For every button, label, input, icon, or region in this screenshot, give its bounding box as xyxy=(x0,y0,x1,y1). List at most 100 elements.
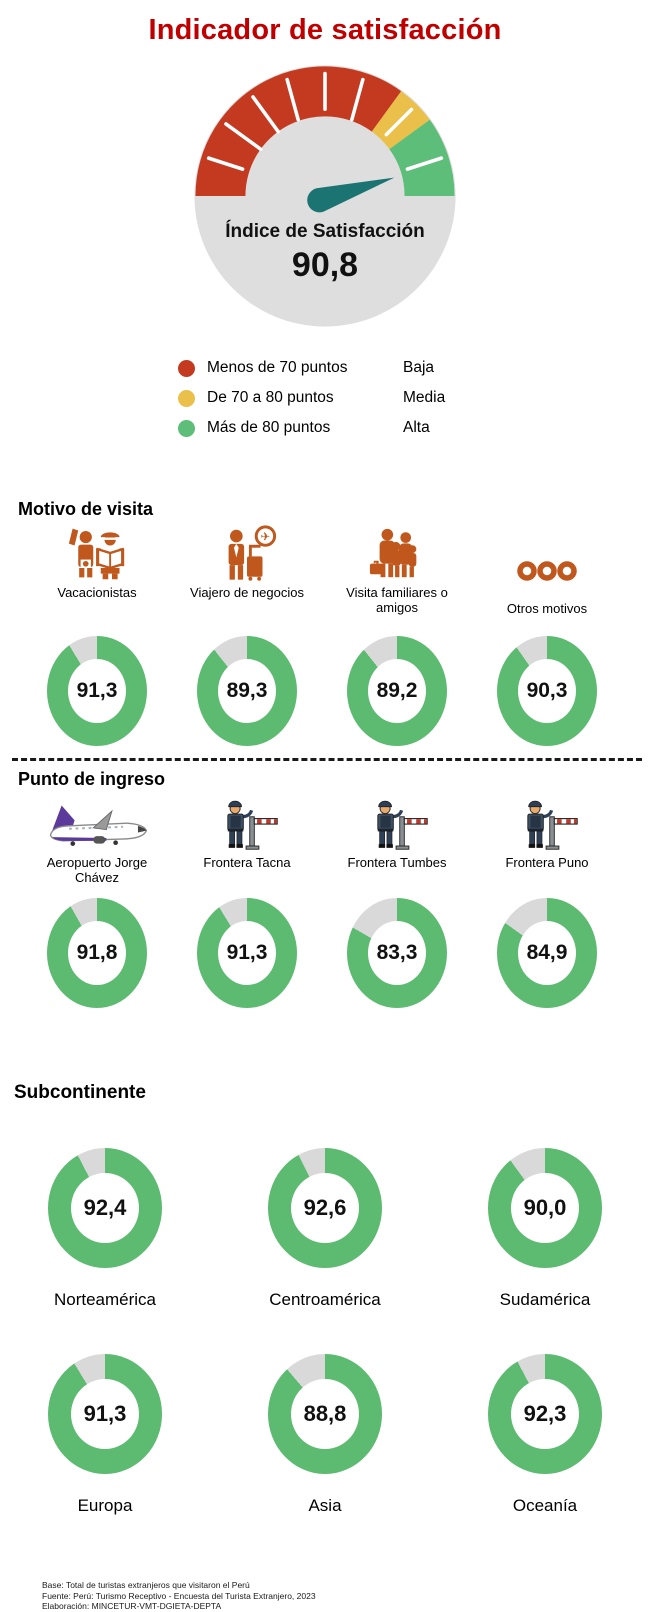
family-icon xyxy=(369,528,417,578)
subcontinente-label: Asia xyxy=(308,1496,342,1515)
punto-donuts-row: 91,8 91,3 83,3 84,9 xyxy=(22,896,622,1008)
punto-col-tacna: Frontera Tacna xyxy=(172,792,322,888)
sub-col-europa: 91,3 Europa xyxy=(22,1352,188,1516)
punto-icons-labels-row: Aeropuerto Jorge Chávez xyxy=(22,792,622,888)
donut-chart-negocios: 89,3 xyxy=(197,636,297,746)
donut-value: 91,8 xyxy=(76,941,118,964)
legend-row-low: Menos de 70 puntos Baja xyxy=(178,353,650,383)
legend-row-mid: De 70 a 80 puntos Media xyxy=(178,383,650,413)
gauge-legend: Menos de 70 puntos Baja De 70 a 80 punto… xyxy=(178,353,650,443)
punto-label: Frontera Tacna xyxy=(203,855,291,870)
donut-value: 88,8 xyxy=(303,1401,347,1426)
gauge-chart-svg xyxy=(194,65,456,327)
gauge-ticks xyxy=(206,71,444,171)
motivo-donuts-row: 91,3 89,3 89,2 90,3 xyxy=(22,634,622,746)
subcontinente-label: Oceanía xyxy=(512,1496,578,1515)
legend-level: Media xyxy=(403,389,446,406)
section-motivo-de-visita: Motivo de visita xyxy=(0,499,650,746)
sub-col-centroamerica: 92,6 Centroamérica xyxy=(242,1146,408,1310)
donut-chart-familiares: 89,2 xyxy=(347,636,447,746)
airplane-icon xyxy=(49,805,148,846)
punto-col-aeropuerto: Aeropuerto Jorge Chávez xyxy=(22,792,172,888)
sub-col-oceania: 92,3 Oceanía xyxy=(462,1352,628,1516)
donut-value: 84,9 xyxy=(526,941,568,964)
gauge-band-high xyxy=(389,119,455,196)
svg-text:✈: ✈ xyxy=(261,530,271,543)
donut-chart-otros: 90,3 xyxy=(497,636,597,746)
section-heading: Punto de ingreso xyxy=(18,769,166,789)
subcontinente-row-1: 92,4 Norteamérica 92,6 Centroamérica 90,… xyxy=(0,1146,650,1310)
donut-chart-asia: 88,8 xyxy=(268,1354,382,1474)
border-crossing-icon xyxy=(377,800,428,850)
punto-label: Frontera Puno xyxy=(505,855,589,870)
donut-chart-vacacionistas: 91,3 xyxy=(47,636,147,746)
source-footer: Base: Total de turistas extranjeros que … xyxy=(42,1580,650,1612)
donut-value: 91,3 xyxy=(76,679,118,702)
section-heading: Subcontinente xyxy=(14,1082,146,1103)
gauge-needle xyxy=(307,177,395,213)
donut-value: 90,0 xyxy=(523,1195,567,1220)
motivo-col-otros: Otros motivos xyxy=(472,522,622,634)
sub-col-asia: 88,8 Asia xyxy=(242,1352,408,1516)
punto-label: Aeropuerto Jorge Chávez xyxy=(46,855,148,885)
footer-elaboration-line: Elaboración: MINCETUR-VMT-DGIETA-DEPTA xyxy=(42,1601,222,1612)
gauge-label: Índice de Satisfacción xyxy=(225,221,425,242)
page-title: Indicador de satisfacción xyxy=(148,14,502,46)
motivo-label: Visita familiares o amigos xyxy=(346,585,448,615)
border-crossing-icon xyxy=(227,800,278,850)
donut-value: 92,3 xyxy=(523,1401,567,1426)
subcontinente-label: Europa xyxy=(77,1496,133,1515)
business-traveler-icon: ✈ xyxy=(228,525,277,581)
punto-col-puno: Frontera Puno xyxy=(472,792,622,888)
legend-range: Más de 80 puntos xyxy=(207,419,331,436)
section-subcontinente: Subcontinente 92,4 Norteamérica 92,6 Cen… xyxy=(0,1082,650,1516)
section-punto-de-ingreso: Punto de ingreso Aeropuerto Jorge Chávez xyxy=(0,769,650,1008)
punto-label: Frontera Tumbes xyxy=(347,855,447,870)
donut-chart-centroamerica: 92,6 xyxy=(268,1148,382,1268)
legend-row-high: Más de 80 puntos Alta xyxy=(178,413,650,443)
motivo-col-negocios: ✈ Viajero de negocios xyxy=(172,522,322,634)
footer-source-line: Fuente: Perú: Turismo Receptivo - Encues… xyxy=(42,1590,316,1601)
infographic-page: { "page_title": "Indicador de satisfacci… xyxy=(0,14,650,1612)
subcontinente-label: Norteamérica xyxy=(53,1290,157,1309)
donut-chart-puno: 84,9 xyxy=(497,898,597,1008)
legend-range: De 70 a 80 puntos xyxy=(207,389,334,406)
border-crossing-icon xyxy=(527,800,578,850)
legend-level: Alta xyxy=(403,419,430,436)
donut-chart-norteamerica: 92,4 xyxy=(48,1148,162,1268)
donut-value: 92,6 xyxy=(303,1195,347,1220)
three-rings-icon xyxy=(517,561,577,581)
gauge-band-low xyxy=(195,66,402,196)
donut-value: 92,4 xyxy=(83,1195,127,1220)
motivo-icons-labels-row: Vacacionistas xyxy=(22,522,622,634)
dashed-separator xyxy=(12,758,642,761)
donut-value: 89,2 xyxy=(376,679,418,702)
donut-chart-tacna: 91,3 xyxy=(197,898,297,1008)
subcontinente-label: Centroamérica xyxy=(269,1290,381,1309)
legend-range: Menos de 70 puntos xyxy=(207,359,348,376)
donut-value: 91,3 xyxy=(83,1401,127,1426)
motivo-label: Viajero de negocios xyxy=(190,585,304,600)
legend-level: Baja xyxy=(403,359,435,376)
motivo-label: Otros motivos xyxy=(506,601,588,616)
green-dot-icon xyxy=(178,419,195,437)
yellow-dot-icon xyxy=(178,389,195,407)
donut-chart-sudamerica: 90,0 xyxy=(488,1148,602,1268)
sub-col-sudamerica: 90,0 Sudamérica xyxy=(462,1146,628,1310)
motivo-col-familiares: Visita familiares o amigos xyxy=(322,522,472,634)
section-heading: Motivo de visita xyxy=(18,499,154,519)
donut-value: 90,3 xyxy=(526,679,568,702)
donut-chart-tumbes: 83,3 xyxy=(347,898,447,1008)
gauge-value: 90,8 xyxy=(291,246,359,284)
subcontinente-row-2: 91,3 Europa 88,8 Asia 92,3 Oceanía xyxy=(0,1352,650,1516)
footer-base-line: Base: Total de turistas extranjeros que … xyxy=(42,1580,250,1590)
tourists-icon xyxy=(68,528,125,580)
sub-col-norteamerica: 92,4 Norteamérica xyxy=(22,1146,188,1310)
punto-col-tumbes: Frontera Tumbes xyxy=(322,792,472,888)
motivo-label: Vacacionistas xyxy=(57,585,137,600)
donut-chart-aeropuerto: 91,8 xyxy=(47,898,147,1008)
donut-value: 91,3 xyxy=(226,941,268,964)
subcontinente-label: Sudamérica xyxy=(499,1290,591,1309)
donut-chart-oceania: 92,3 xyxy=(488,1354,602,1474)
satisfaction-gauge: Índice de Satisfacción 90,8 xyxy=(172,63,478,333)
